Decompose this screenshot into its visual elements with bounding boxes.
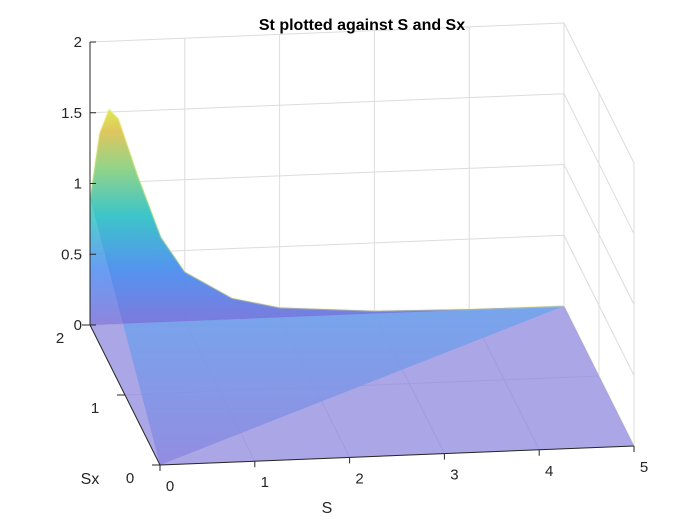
x-axis-line [159, 445, 635, 466]
y-axis-label: Sx [81, 471, 100, 488]
grid-line [89, 93, 635, 235]
axes-lines [82, 41, 635, 471]
x-tick-label: 1 [261, 474, 269, 491]
x-axis-label: S [322, 500, 333, 517]
y-tick-label: 1 [91, 400, 99, 417]
x-tick-label: 3 [450, 467, 458, 484]
z-tick-label: 2 [74, 34, 82, 51]
axes-labels: St plotted against S and Sx S Sx 0 1 2 3 4 5 0… [56, 17, 648, 517]
x-tick-label: 4 [545, 463, 553, 480]
y-tick-label: 0 [126, 470, 134, 487]
z-tick-label: 1.5 [61, 105, 82, 122]
z-tick-label: 0.5 [61, 246, 82, 263]
chart-title: St plotted against S and Sx [259, 17, 465, 34]
surface-profile [90, 109, 564, 325]
z-tick-label: 0 [74, 317, 82, 334]
z-tick-label: 1 [74, 176, 82, 193]
surface-plot [89, 107, 634, 465]
surface-ridge [89, 107, 565, 312]
y-tick-label: 2 [56, 330, 64, 347]
surface-slope [90, 109, 564, 465]
grid-line [89, 22, 635, 164]
x-tick-label: 0 [166, 478, 174, 495]
x-tick-label: 2 [355, 470, 363, 487]
x-tick-label: 5 [640, 459, 648, 476]
